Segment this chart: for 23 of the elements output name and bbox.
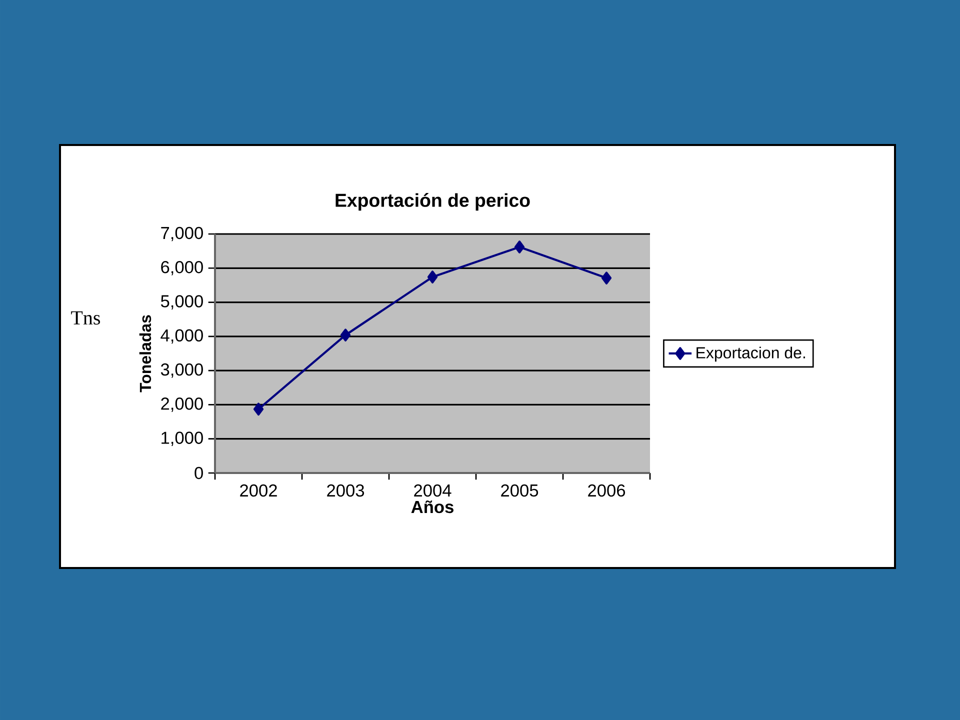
y-tick-label: 3,000 bbox=[160, 363, 203, 378]
y-tick-label: 7,000 bbox=[161, 226, 203, 242]
x-tick-label: 2006 bbox=[588, 484, 626, 497]
x-tick-label: 2004 bbox=[414, 484, 452, 497]
legend-label: Exportacion de. bbox=[696, 346, 805, 362]
y-tick-label: 6,000 bbox=[161, 260, 203, 276]
y-tick-label: 1,000 bbox=[162, 432, 203, 446]
chart-title: Exportación de perico bbox=[336, 193, 530, 211]
y-tick-label: 2,000 bbox=[161, 398, 203, 412]
x-tick-label: 2003 bbox=[327, 484, 364, 497]
point bbox=[514, 240, 525, 254]
x-tick-label: 2002 bbox=[240, 484, 277, 497]
y-tick-label: 4,000 bbox=[160, 329, 203, 344]
text: Tns bbox=[71, 311, 100, 325]
point bbox=[340, 328, 351, 342]
x-axis-title: Años bbox=[411, 500, 454, 514]
y-tick-label: 0 bbox=[194, 466, 203, 480]
point bbox=[427, 270, 438, 284]
point bbox=[253, 402, 264, 416]
y-tick-label: 5,000 bbox=[160, 295, 203, 310]
y-axis-title: Toneladas bbox=[139, 315, 152, 392]
point bbox=[601, 272, 612, 284]
x-tick-label: 2005 bbox=[501, 484, 538, 497]
